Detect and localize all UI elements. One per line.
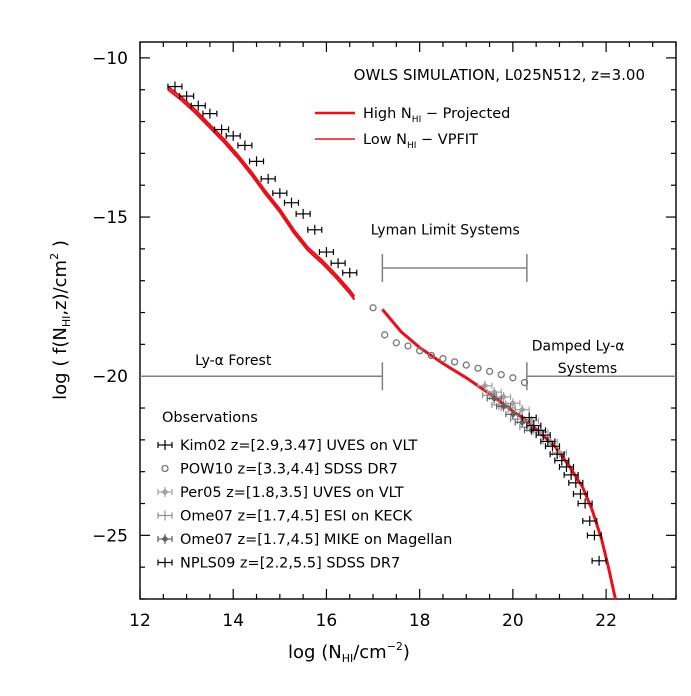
- legend-label: Kim02 z=[2.9,3.47] UVES on VLT: [180, 438, 418, 454]
- data-point: [490, 394, 498, 402]
- y-tick-label: −10: [92, 49, 128, 69]
- data-point: [427, 351, 435, 360]
- y-tick-label: −20: [92, 367, 128, 387]
- x-tick-label: 14: [222, 611, 244, 631]
- x-tick-label: 16: [316, 611, 338, 631]
- data-point: [497, 370, 505, 379]
- model-line: [167, 85, 356, 298]
- legend-label: Ome07 z=[1.7,4.5] ESI on KECK: [180, 509, 413, 525]
- data-point: [381, 331, 389, 339]
- data-point: [481, 382, 489, 390]
- x-axis-title: log (NHI/cm−2): [288, 640, 410, 665]
- data-point: [485, 367, 494, 376]
- region-label: Systems: [558, 361, 618, 377]
- data-point: [161, 535, 169, 543]
- y-tick-labels: −10 −15 −20 −25: [92, 49, 128, 546]
- plot-frame: [139, 41, 677, 600]
- region-label: Damped Ly-α: [532, 339, 625, 355]
- observations-legend: Kim02 z=[2.9,3.47] UVES on VLT POW10 z=[3…: [157, 438, 452, 572]
- data-point: [509, 410, 517, 418]
- region-label: Lyman Limit Systems: [371, 223, 520, 239]
- region-label: Ly-α Forest: [195, 353, 272, 369]
- y-tick-label: −25: [92, 526, 128, 546]
- axis-ticks: [139, 42, 677, 600]
- x-tick-label: 12: [129, 611, 151, 631]
- y-tick-label: −15: [92, 208, 128, 228]
- legend-label-high: High NHI − Projected: [363, 106, 510, 125]
- data-point: [520, 378, 529, 387]
- region-annotations: Lyman Limit Systems Ly-α Forest Damped Ly-…: [195, 223, 624, 377]
- x-tick-labels: 12 14 16 18 20 22: [129, 611, 617, 631]
- legend-label-low: Low NHI − VPFIT: [363, 132, 478, 151]
- legend-title: Observations: [162, 410, 258, 426]
- data-point: [161, 488, 169, 496]
- x-tick-label: 22: [595, 611, 617, 631]
- region-brackets: [140, 253, 676, 391]
- data-point: [404, 342, 412, 350]
- data-point: [392, 339, 400, 347]
- legend-label: POW10 z=[3.3,4.4] SDSS DR7: [180, 462, 398, 478]
- data-point: [161, 464, 169, 473]
- x-tick-label: 20: [502, 611, 524, 631]
- legend-label: Per05 z=[1.8,3.5] UVES on VLT: [180, 485, 404, 501]
- data-point: [509, 374, 517, 382]
- data-point: [439, 355, 447, 363]
- chart-title: OWLS SIMULATION, L025N512, z=3.00: [354, 66, 645, 84]
- observation-points: [167, 81, 607, 566]
- data-point: [416, 347, 424, 355]
- data-point: [518, 406, 526, 414]
- model-line-band: [167, 88, 356, 301]
- y-axis-title: log ( f(NHI,z)/cm2 ): [48, 240, 73, 400]
- legend-label: Ome07 z=[1.7,4.5] MIKE on Magellan: [180, 532, 452, 548]
- data-point: [474, 364, 482, 372]
- data-point: [518, 418, 526, 426]
- data-point: [462, 361, 470, 369]
- legend-label: NPLS09 z=[2.2,5.5] SDSS DR7: [180, 556, 400, 572]
- x-tick-label: 18: [409, 611, 431, 631]
- lines-legend: High NHI − Projected Low NHI − VPFIT: [315, 106, 510, 151]
- data-point: [450, 358, 459, 366]
- data-point: [500, 402, 508, 410]
- data-point: [369, 304, 377, 312]
